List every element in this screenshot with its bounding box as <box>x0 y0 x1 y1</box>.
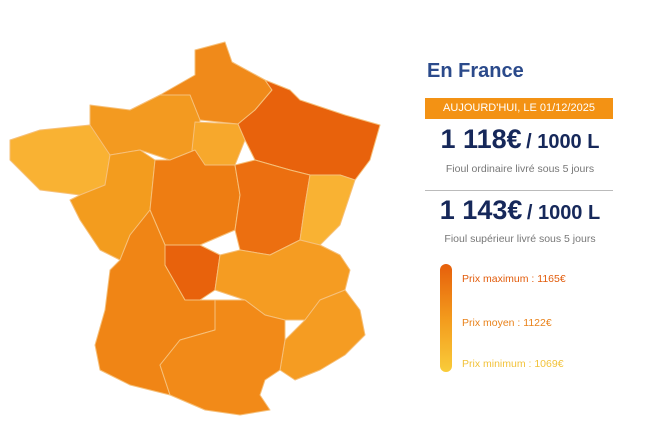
price: 1 143€ / 1000 L <box>415 195 625 226</box>
legend-label: Prix moyen : 1122€ <box>462 317 552 329</box>
date-banner: AUJOURD'HUI, LE 01/12/2025 <box>425 98 613 119</box>
region[interactable] <box>279 289 366 381</box>
price-unit: / 1000 L <box>526 131 600 153</box>
france-map <box>9 41 381 416</box>
price-description: Fioul supérieur livré sous 5 jours <box>444 233 596 245</box>
region[interactable] <box>299 174 356 246</box>
price-amount: 1 118€ <box>440 124 522 154</box>
legend-gradient <box>440 264 452 372</box>
separator <box>425 190 613 191</box>
region[interactable] <box>164 244 221 301</box>
title: En France <box>427 60 524 82</box>
price-unit: / 1000 L <box>526 202 601 224</box>
price-description: Fioul ordinaire livré sous 5 jours <box>445 163 595 175</box>
region[interactable] <box>159 299 286 416</box>
price: 1 118€ / 1000 L <box>415 124 625 155</box>
legend-label: Prix maximum : 1165€ <box>462 273 566 285</box>
price-amount: 1 143€ <box>439 195 523 225</box>
legend-label: Prix minimum : 1069€ <box>462 358 564 370</box>
region[interactable] <box>9 124 111 196</box>
